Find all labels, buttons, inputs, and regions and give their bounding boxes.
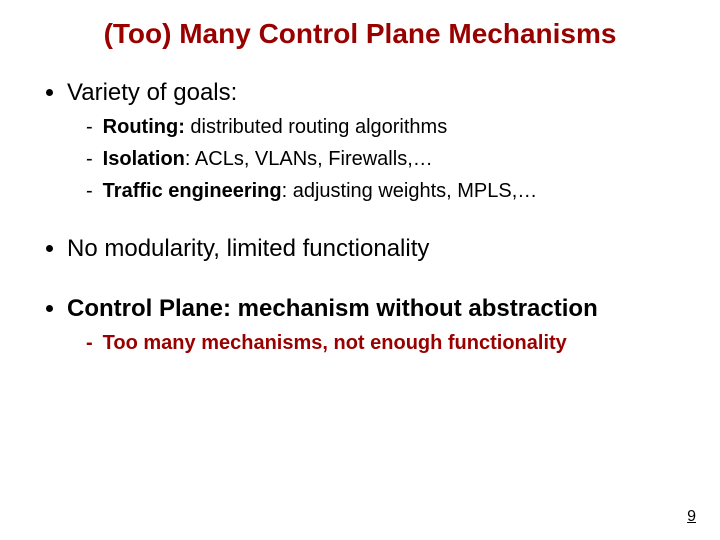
bullet-icon <box>46 305 53 312</box>
subbullet-routing: - Routing: distributed routing algorithm… <box>86 114 680 140</box>
subbullet-traffic: - Traffic engineering: adjusting weights… <box>86 178 680 204</box>
page-number: 9 <box>687 508 696 526</box>
dash-icon: - <box>86 146 93 172</box>
term-bold: Isolation <box>103 148 185 170</box>
subbullet-isolation: - Isolation: ACLs, VLANs, Firewalls,… <box>86 146 680 172</box>
subbullet-text: Traffic engineering: adjusting weights, … <box>103 178 538 204</box>
dash-icon: - <box>86 330 93 356</box>
bullet-icon <box>46 245 53 252</box>
subbullet-mechanisms: - Too many mechanisms, not enough functi… <box>86 330 680 356</box>
bullet-text: Control Plane: mechanism without abstrac… <box>67 294 598 324</box>
dash-icon: - <box>86 114 93 140</box>
bullet-control-plane: Control Plane: mechanism without abstrac… <box>46 294 680 324</box>
term-rest: distributed routing algorithms <box>185 116 447 138</box>
subbullet-text: Routing: distributed routing algorithms <box>103 114 448 140</box>
bullet-icon <box>46 89 53 96</box>
bullet-goals: Variety of goals: <box>46 78 680 108</box>
dash-icon: - <box>86 178 93 204</box>
subbullet-text: Too many mechanisms, not enough function… <box>103 330 567 356</box>
bullet-text: No modularity, limited functionality <box>67 234 429 264</box>
term-bold: Traffic engineering <box>103 180 282 202</box>
term-rest: : adjusting weights, MPLS,… <box>282 180 538 202</box>
slide: (Too) Many Control Plane Mechanisms Vari… <box>0 0 720 540</box>
term-bold: Routing: <box>103 116 185 138</box>
bullet-text: Variety of goals: <box>67 78 237 108</box>
term-rest: : ACLs, VLANs, Firewalls,… <box>185 148 433 170</box>
subbullet-text: Isolation: ACLs, VLANs, Firewalls,… <box>103 146 433 172</box>
slide-title: (Too) Many Control Plane Mechanisms <box>40 18 680 50</box>
bullet-modularity: No modularity, limited functionality <box>46 234 680 264</box>
